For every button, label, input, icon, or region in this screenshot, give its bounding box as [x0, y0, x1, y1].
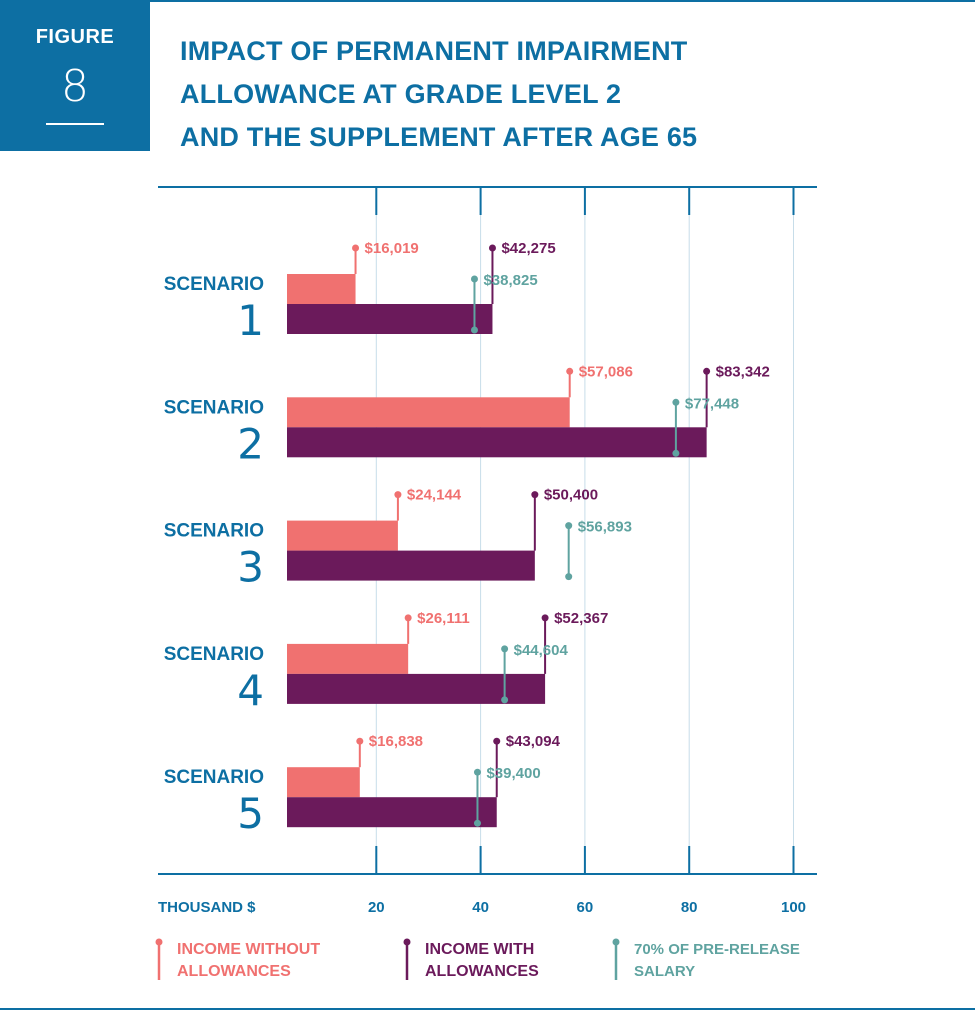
marker-salary-dot-bottom-3 [565, 573, 573, 581]
figure-label: FIGURE [35, 26, 115, 48]
scenario-number-4: 4 [237, 666, 264, 715]
figure-badge: FIGURE 8 [0, 0, 150, 151]
scenario-number-3: 3 [237, 543, 264, 592]
legend-salary-label: 70% OF PRE-RELEASE SALARY [634, 939, 800, 983]
legend-with-marker [403, 938, 411, 980]
bar-with-2 [287, 427, 707, 458]
marker-salary-dot-top-5 [473, 768, 481, 776]
value-label-salary-5: $39,400 [486, 765, 540, 782]
value-label-with-1: $42,275 [501, 240, 555, 257]
x-tick-label-20: 20 [368, 899, 385, 916]
bar-without-4 [287, 643, 409, 674]
marker-without-dot-4 [404, 614, 412, 622]
x-tick-label-80: 80 [681, 899, 698, 916]
scenario-label-4: SCENARIO [164, 644, 264, 665]
legend-with-label: INCOME WITH ALLOWANCES [425, 939, 539, 983]
marker-without-dot-5 [356, 737, 364, 745]
marker-with-dot-3 [531, 491, 539, 499]
value-label-with-2: $83,342 [716, 363, 770, 380]
legend-without-marker [155, 938, 163, 980]
scenario-label-2: SCENARIO [164, 397, 264, 418]
legend-without-line-1: INCOME WITHOUT [177, 941, 321, 958]
scenario-number-2: 2 [237, 419, 264, 468]
bottom-rule [0, 1008, 975, 1010]
marker-salary-dot-bottom-4 [501, 696, 509, 704]
title-line-2: ALLOWANCE AT GRADE LEVEL 2 [180, 79, 622, 109]
marker-without-dot-2 [566, 367, 574, 375]
bar-without-1 [287, 274, 356, 304]
title-line-3: AND THE SUPPLEMENT AFTER AGE 65 [180, 122, 698, 152]
value-label-salary-3: $56,893 [578, 519, 632, 536]
legend-without-line-2: ALLOWANCES [177, 963, 291, 980]
marker-with-dot-5 [493, 737, 501, 745]
value-label-with-3: $50,400 [544, 487, 598, 504]
scenario-label-1: SCENARIO [164, 274, 264, 295]
value-label-salary-1: $38,825 [483, 272, 537, 289]
value-label-without-3: $24,144 [407, 487, 462, 504]
scenario-label-5: SCENARIO [164, 767, 264, 788]
chart-title: IMPACT OF PERMANENT IMPAIRMENT ALLOWANCE… [180, 30, 880, 159]
scenario-number-5: 5 [237, 789, 264, 838]
bar-with-5 [287, 797, 497, 828]
bar-without-3 [287, 520, 398, 551]
x-tick-label-60: 60 [577, 899, 594, 916]
marker-with-dot-2 [703, 367, 711, 375]
bar-with-3 [287, 550, 535, 581]
scenario-number-1: 1 [237, 296, 264, 345]
value-label-with-5: $43,094 [506, 733, 561, 750]
bar-without-2 [287, 397, 570, 428]
value-label-without-1: $16,019 [365, 240, 419, 257]
x-tick-label-100: 100 [781, 899, 806, 916]
marker-salary-dot-top-3 [565, 522, 573, 530]
bar-with-1 [287, 304, 493, 334]
marker-salary-dot-top-1 [470, 275, 478, 283]
title-line-1: IMPACT OF PERMANENT IMPAIRMENT [180, 36, 688, 66]
value-label-with-4: $52,367 [554, 610, 608, 627]
top-rule [150, 0, 975, 2]
marker-salary-dot-top-4 [501, 645, 509, 653]
marker-with-dot-1 [488, 244, 496, 252]
legend-salary-marker [612, 938, 620, 980]
marker-salary-dot-top-2 [672, 398, 680, 406]
x-tick-label-40: 40 [472, 899, 489, 916]
value-label-without-5: $16,838 [369, 733, 423, 750]
value-label-without-4: $26,111 [417, 610, 470, 627]
legend-with-line-1: INCOME WITH [425, 941, 535, 958]
scenario-label-3: SCENARIO [164, 521, 264, 542]
marker-without-dot-1 [352, 244, 360, 252]
legend-salary-line-2: SALARY [634, 963, 696, 980]
figure-number: 8 [61, 61, 89, 112]
marker-salary-dot-bottom-2 [672, 449, 680, 457]
marker-salary-dot-bottom-1 [470, 326, 478, 334]
legend-without-label: INCOME WITHOUT ALLOWANCES [177, 939, 320, 983]
legend-with-line-2: ALLOWANCES [425, 963, 539, 980]
marker-salary-dot-bottom-5 [473, 819, 481, 827]
legend-salary-line-1: 70% OF PRE-RELEASE [634, 941, 800, 958]
bar-without-5 [287, 767, 360, 798]
marker-without-dot-3 [394, 491, 402, 499]
figure-number-underline [46, 123, 104, 125]
value-label-without-2: $57,086 [579, 363, 633, 380]
value-label-salary-4: $44,604 [514, 642, 569, 659]
x-axis-label: THOUSAND $ [158, 899, 256, 916]
marker-with-dot-4 [541, 614, 549, 622]
value-label-salary-2: $77,448 [685, 395, 739, 412]
